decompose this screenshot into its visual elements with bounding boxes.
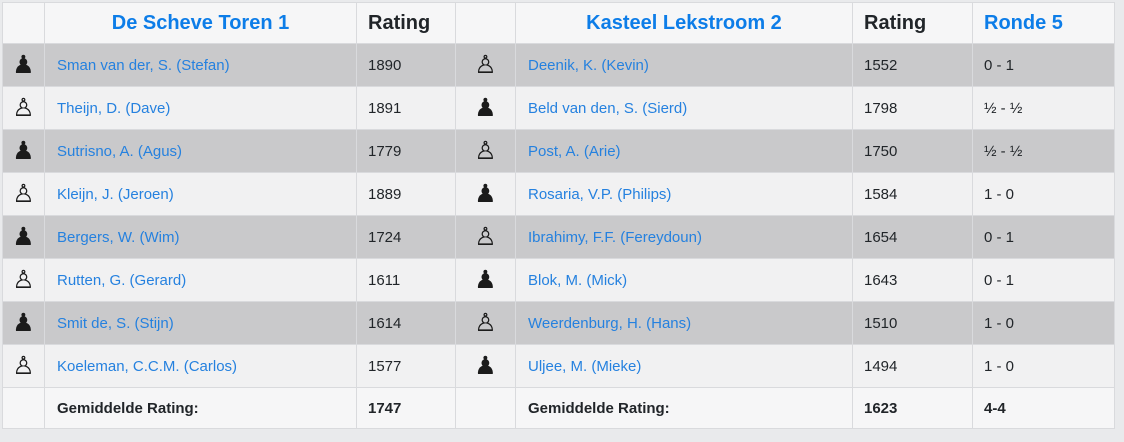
away-player-rating: 1510 xyxy=(852,301,973,345)
round-header[interactable]: Ronde 5 xyxy=(972,2,1115,44)
away-color-cell: ♟ xyxy=(455,172,516,216)
board-row: ♟ Sutrisno, A. (Agus) 1779 ♙ Post, A. (A… xyxy=(2,129,1115,173)
away-player-name[interactable]: Weerdenburg, H. (Hans) xyxy=(515,301,853,345)
home-player-rating: 1889 xyxy=(356,172,456,216)
footer-empty-cell xyxy=(2,387,45,429)
board-row: ♟ Smit de, S. (Stijn) 1614 ♙ Weerdenburg… xyxy=(2,301,1115,345)
away-color-cell: ♟ xyxy=(455,258,516,302)
away-player-name[interactable]: Deenik, K. (Kevin) xyxy=(515,43,853,87)
home-player-rating: 1890 xyxy=(356,43,456,87)
away-team-title[interactable]: Kasteel Lekstroom 2 xyxy=(515,2,853,44)
black-pawn-icon: ♟ xyxy=(12,136,35,165)
home-player-name[interactable]: Kleijn, J. (Jeroen) xyxy=(44,172,357,216)
away-color-column-header xyxy=(455,2,516,44)
away-player-name[interactable]: Blok, M. (Mick) xyxy=(515,258,853,302)
home-player-name[interactable]: Theijn, D. (Dave) xyxy=(44,86,357,130)
board-result: ½ - ½ xyxy=(972,86,1115,130)
board-result: 0 - 1 xyxy=(972,258,1115,302)
home-color-cell: ♟ xyxy=(2,43,45,87)
home-player-name[interactable]: Smit de, S. (Stijn) xyxy=(44,301,357,345)
home-team-title[interactable]: De Scheve Toren 1 xyxy=(44,2,357,44)
board-result: 0 - 1 xyxy=(972,43,1115,87)
away-player-name[interactable]: Uljee, M. (Mieke) xyxy=(515,344,853,388)
white-pawn-icon: ♙ xyxy=(12,179,35,208)
away-color-cell: ♟ xyxy=(455,344,516,388)
away-player-rating: 1798 xyxy=(852,86,973,130)
white-pawn-icon: ♙ xyxy=(12,351,35,380)
board-result: 1 - 0 xyxy=(972,344,1115,388)
home-player-name[interactable]: Sman van der, S. (Stefan) xyxy=(44,43,357,87)
away-color-cell: ♙ xyxy=(455,301,516,345)
black-pawn-icon: ♟ xyxy=(12,50,35,79)
away-rating-header: Rating xyxy=(852,2,973,44)
board-row: ♟ Sman van der, S. (Stefan) 1890 ♙ Deeni… xyxy=(2,43,1115,87)
board-row: ♙ Koeleman, C.C.M. (Carlos) 1577 ♟ Uljee… xyxy=(2,344,1115,388)
home-color-cell: ♙ xyxy=(2,86,45,130)
white-pawn-icon: ♙ xyxy=(474,222,497,251)
black-pawn-icon: ♟ xyxy=(474,351,497,380)
white-pawn-icon: ♙ xyxy=(12,93,35,122)
away-average-rating: 1623 xyxy=(852,387,973,429)
board-result: ½ - ½ xyxy=(972,129,1115,173)
away-player-rating: 1643 xyxy=(852,258,973,302)
average-rating-row: Gemiddelde Rating: 1747 Gemiddelde Ratin… xyxy=(2,387,1115,429)
away-average-label: Gemiddelde Rating: xyxy=(515,387,853,429)
away-player-name[interactable]: Rosaria, V.P. (Philips) xyxy=(515,172,853,216)
board-row: ♙ Kleijn, J. (Jeroen) 1889 ♟ Rosaria, V.… xyxy=(2,172,1115,216)
white-pawn-icon: ♙ xyxy=(474,308,497,337)
board-row: ♟ Bergers, W. (Wim) 1724 ♙ Ibrahimy, F.F… xyxy=(2,215,1115,259)
match-result-table: De Scheve Toren 1 Rating Kasteel Lekstro… xyxy=(2,2,1115,429)
home-player-name[interactable]: Sutrisno, A. (Agus) xyxy=(44,129,357,173)
board-row: ♙ Theijn, D. (Dave) 1891 ♟ Beld van den,… xyxy=(2,86,1115,130)
away-color-cell: ♟ xyxy=(455,86,516,130)
board-result: 1 - 0 xyxy=(972,172,1115,216)
home-player-rating: 1614 xyxy=(356,301,456,345)
away-player-name[interactable]: Beld van den, S. (Sierd) xyxy=(515,86,853,130)
home-player-name[interactable]: Rutten, G. (Gerard) xyxy=(44,258,357,302)
board-result: 1 - 0 xyxy=(972,301,1115,345)
white-pawn-icon: ♙ xyxy=(474,136,497,165)
home-average-label: Gemiddelde Rating: xyxy=(44,387,357,429)
away-color-cell: ♙ xyxy=(455,215,516,259)
away-player-rating: 1494 xyxy=(852,344,973,388)
away-player-rating: 1552 xyxy=(852,43,973,87)
home-average-rating: 1747 xyxy=(356,387,456,429)
black-pawn-icon: ♟ xyxy=(474,93,497,122)
away-color-cell: ♙ xyxy=(455,129,516,173)
home-color-column-header xyxy=(2,2,45,44)
home-color-cell: ♙ xyxy=(2,344,45,388)
home-color-cell: ♙ xyxy=(2,172,45,216)
home-rating-header: Rating xyxy=(356,2,456,44)
away-player-name[interactable]: Post, A. (Arie) xyxy=(515,129,853,173)
header-row: De Scheve Toren 1 Rating Kasteel Lekstro… xyxy=(2,2,1115,44)
page: De Scheve Toren 1 Rating Kasteel Lekstro… xyxy=(2,2,1115,429)
home-player-rating: 1891 xyxy=(356,86,456,130)
black-pawn-icon: ♟ xyxy=(12,222,35,251)
match-total-score: 4-4 xyxy=(972,387,1115,429)
home-player-rating: 1611 xyxy=(356,258,456,302)
home-player-name[interactable]: Koeleman, C.C.M. (Carlos) xyxy=(44,344,357,388)
home-color-cell: ♙ xyxy=(2,258,45,302)
white-pawn-icon: ♙ xyxy=(12,265,35,294)
board-row: ♙ Rutten, G. (Gerard) 1611 ♟ Blok, M. (M… xyxy=(2,258,1115,302)
home-player-name[interactable]: Bergers, W. (Wim) xyxy=(44,215,357,259)
away-player-rating: 1750 xyxy=(852,129,973,173)
away-player-rating: 1584 xyxy=(852,172,973,216)
home-player-rating: 1724 xyxy=(356,215,456,259)
home-player-rating: 1779 xyxy=(356,129,456,173)
board-result: 0 - 1 xyxy=(972,215,1115,259)
white-pawn-icon: ♙ xyxy=(474,50,497,79)
black-pawn-icon: ♟ xyxy=(474,179,497,208)
black-pawn-icon: ♟ xyxy=(474,265,497,294)
footer-empty-cell xyxy=(455,387,516,429)
home-player-rating: 1577 xyxy=(356,344,456,388)
home-color-cell: ♟ xyxy=(2,129,45,173)
away-player-name[interactable]: Ibrahimy, F.F. (Fereydoun) xyxy=(515,215,853,259)
home-color-cell: ♟ xyxy=(2,301,45,345)
home-color-cell: ♟ xyxy=(2,215,45,259)
away-color-cell: ♙ xyxy=(455,43,516,87)
away-player-rating: 1654 xyxy=(852,215,973,259)
black-pawn-icon: ♟ xyxy=(12,308,35,337)
